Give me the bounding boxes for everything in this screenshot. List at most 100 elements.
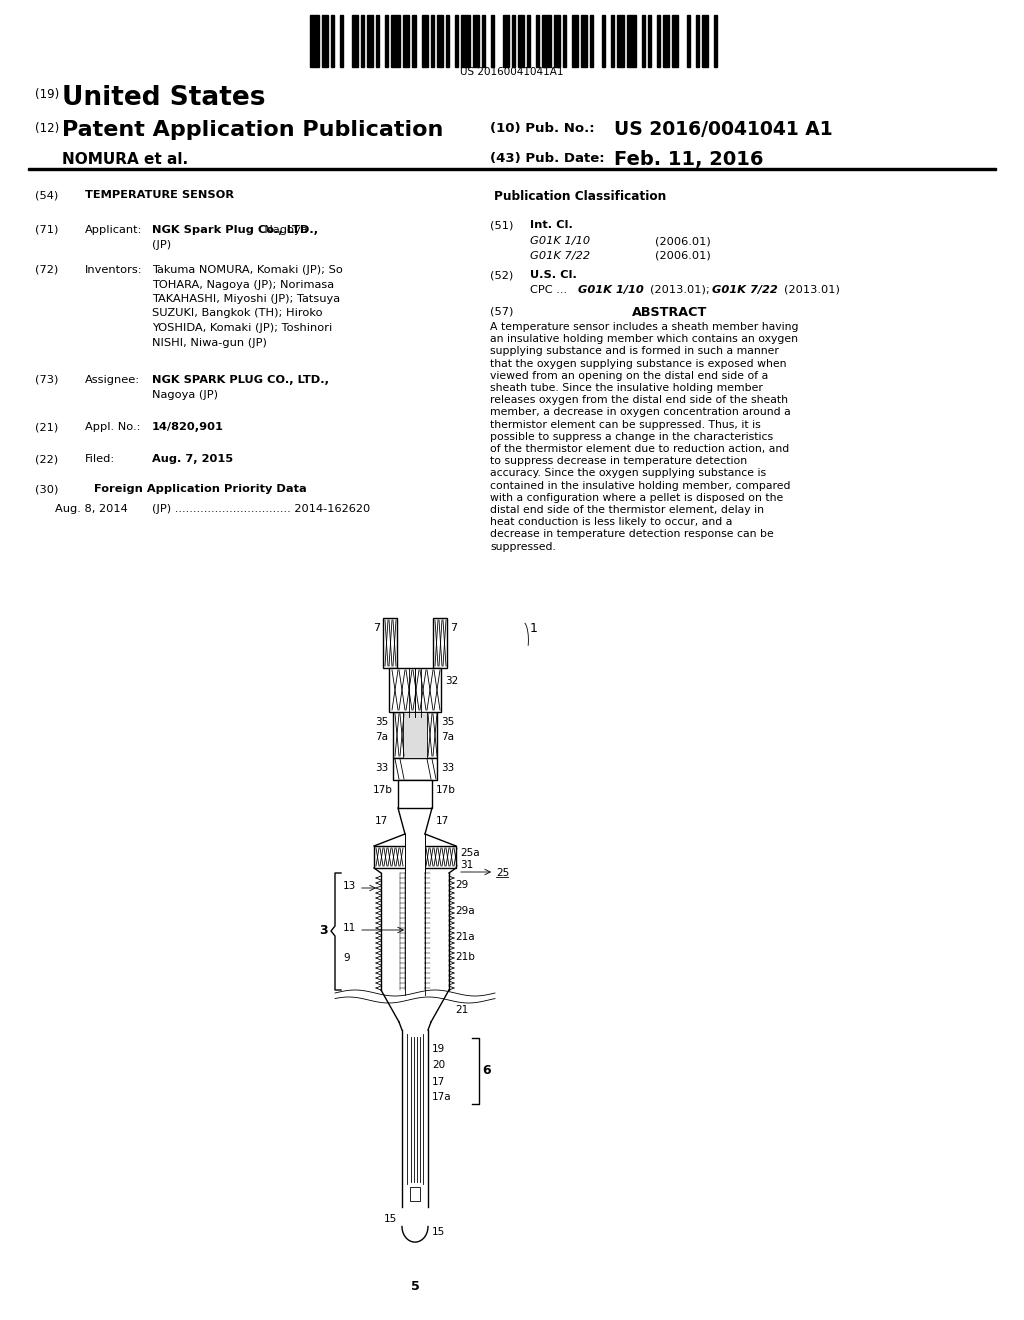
Bar xyxy=(323,15,328,67)
Text: thermistor element can be suppressed. Thus, it is: thermistor element can be suppressed. Th… xyxy=(490,420,761,429)
Bar xyxy=(582,15,588,67)
Text: 20: 20 xyxy=(432,1060,445,1071)
Text: 17: 17 xyxy=(432,1077,445,1086)
Bar xyxy=(554,15,560,67)
Text: 25a: 25a xyxy=(460,847,479,858)
Text: 32: 32 xyxy=(445,676,459,686)
Bar xyxy=(410,1187,420,1201)
Text: 17: 17 xyxy=(375,816,388,826)
Bar xyxy=(398,780,432,808)
Text: 17b: 17b xyxy=(436,785,456,795)
Bar xyxy=(413,15,416,67)
Text: 33: 33 xyxy=(441,763,455,774)
Text: suppressed.: suppressed. xyxy=(490,541,556,552)
Text: 29a: 29a xyxy=(455,906,475,916)
Text: G01K 7/22: G01K 7/22 xyxy=(712,285,778,294)
Bar xyxy=(393,711,437,758)
Text: 7a: 7a xyxy=(441,733,454,742)
Text: Nagoya: Nagoya xyxy=(152,224,307,235)
Bar xyxy=(473,15,479,67)
Text: Aug. 7, 2015: Aug. 7, 2015 xyxy=(152,454,233,465)
Bar xyxy=(503,15,509,67)
Bar xyxy=(672,15,678,67)
Text: 9: 9 xyxy=(343,953,349,964)
Bar xyxy=(591,15,593,67)
Bar xyxy=(617,15,624,67)
Bar xyxy=(563,15,566,67)
Bar xyxy=(391,15,400,67)
Text: to suppress decrease in temperature detection: to suppress decrease in temperature dete… xyxy=(490,457,748,466)
Text: (30): (30) xyxy=(35,484,58,494)
Text: (22): (22) xyxy=(35,454,58,465)
Bar xyxy=(389,668,441,711)
Text: (JP): (JP) xyxy=(152,240,171,249)
Text: Feb. 11, 2016: Feb. 11, 2016 xyxy=(614,150,764,169)
Text: member, a decrease in oxygen concentration around a: member, a decrease in oxygen concentrati… xyxy=(490,408,791,417)
Bar xyxy=(512,15,515,67)
Bar xyxy=(656,15,659,67)
Text: decrease in temperature detection response can be: decrease in temperature detection respon… xyxy=(490,529,774,540)
Bar xyxy=(701,15,708,67)
Text: 7a: 7a xyxy=(375,733,388,742)
Text: (73): (73) xyxy=(35,375,58,385)
Text: 6: 6 xyxy=(482,1064,490,1077)
Text: Appl. No.:: Appl. No.: xyxy=(85,422,140,432)
Bar xyxy=(445,15,449,67)
Text: possible to suppress a change in the characteristics: possible to suppress a change in the cha… xyxy=(490,432,773,442)
Text: TOHARA, Nagoya (JP); Norimasa: TOHARA, Nagoya (JP); Norimasa xyxy=(152,280,334,289)
Text: 3: 3 xyxy=(319,924,328,937)
Text: 31: 31 xyxy=(460,861,473,870)
Text: Filed:: Filed: xyxy=(85,454,116,465)
Text: Int. Cl.: Int. Cl. xyxy=(530,220,572,230)
Text: G01K 7/22: G01K 7/22 xyxy=(530,251,590,261)
Bar xyxy=(572,15,579,67)
Text: (51): (51) xyxy=(490,220,513,230)
Text: sheath tube. Since the insulative holding member: sheath tube. Since the insulative holdin… xyxy=(490,383,763,393)
Bar xyxy=(537,15,539,67)
Bar xyxy=(430,15,433,67)
Bar xyxy=(310,15,319,67)
Text: CPC ...: CPC ... xyxy=(530,285,567,294)
Text: 35: 35 xyxy=(375,717,388,727)
Bar xyxy=(687,15,690,67)
Text: (2006.01): (2006.01) xyxy=(655,251,711,261)
Text: 17b: 17b xyxy=(373,785,393,795)
Bar xyxy=(377,15,379,67)
Text: contained in the insulative holding member, compared: contained in the insulative holding memb… xyxy=(490,480,791,491)
Text: supplying substance and is formed in such a manner: supplying substance and is formed in suc… xyxy=(490,346,779,356)
Text: (2006.01): (2006.01) xyxy=(655,236,711,246)
Text: 7: 7 xyxy=(373,623,380,634)
Text: (2013.01);: (2013.01); xyxy=(650,285,710,294)
Text: TAKAHASHI, Miyoshi (JP); Tatsuya: TAKAHASHI, Miyoshi (JP); Tatsuya xyxy=(152,294,340,304)
Text: of the thermistor element due to reduction action, and: of the thermistor element due to reducti… xyxy=(490,444,790,454)
Text: G01K 1/10: G01K 1/10 xyxy=(530,236,590,246)
Bar xyxy=(406,841,425,873)
Bar xyxy=(611,15,614,67)
Bar xyxy=(696,15,699,67)
Text: (21): (21) xyxy=(35,422,58,432)
Text: with a configuration where a pellet is disposed on the: with a configuration where a pellet is d… xyxy=(490,492,783,503)
Bar xyxy=(602,15,605,67)
Text: G01K 1/10: G01K 1/10 xyxy=(578,285,644,294)
Text: Takuma NOMURA, Komaki (JP); So: Takuma NOMURA, Komaki (JP); So xyxy=(152,265,343,275)
Text: A temperature sensor includes a sheath member having: A temperature sensor includes a sheath m… xyxy=(490,322,799,333)
Text: U.S. Cl.: U.S. Cl. xyxy=(530,271,577,280)
Text: 19: 19 xyxy=(432,1044,445,1053)
Text: that the oxygen supplying substance is exposed when: that the oxygen supplying substance is e… xyxy=(490,359,786,368)
Text: Aug. 8, 2014: Aug. 8, 2014 xyxy=(55,504,128,513)
Bar xyxy=(403,15,410,67)
Text: Publication Classification: Publication Classification xyxy=(494,190,667,203)
Text: 21a: 21a xyxy=(455,932,475,942)
Bar xyxy=(436,15,442,67)
Text: heat conduction is less likely to occur, and a: heat conduction is less likely to occur,… xyxy=(490,517,732,527)
Text: (19): (19) xyxy=(35,88,59,102)
Text: (72): (72) xyxy=(35,265,58,275)
Text: 15: 15 xyxy=(432,1228,445,1237)
Bar xyxy=(331,15,334,67)
Bar xyxy=(433,618,447,668)
Text: Patent Application Publication: Patent Application Publication xyxy=(62,120,443,140)
Bar xyxy=(422,15,428,67)
Text: distal end side of the thermistor element, delay in: distal end side of the thermistor elemen… xyxy=(490,506,764,515)
Text: (10) Pub. No.:: (10) Pub. No.: xyxy=(490,121,595,135)
Bar xyxy=(518,15,524,67)
